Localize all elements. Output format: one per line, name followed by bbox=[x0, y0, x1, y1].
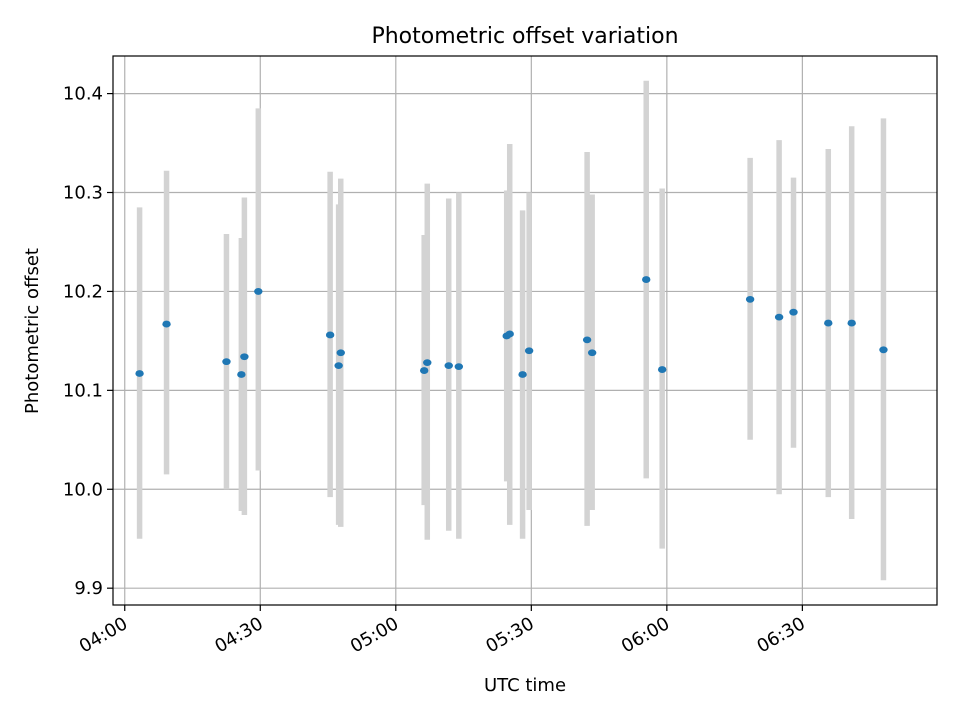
data-point bbox=[524, 347, 534, 355]
data-point bbox=[162, 320, 171, 328]
data-point bbox=[334, 362, 343, 370]
data-point bbox=[454, 363, 464, 371]
y-tick-label: 9.9 bbox=[74, 578, 103, 599]
data-point bbox=[240, 353, 249, 361]
data-point bbox=[587, 349, 597, 357]
data-point bbox=[325, 331, 335, 339]
y-tick-label: 10.2 bbox=[63, 281, 103, 302]
data-point bbox=[642, 276, 651, 283]
data-point bbox=[135, 370, 144, 377]
data-point bbox=[879, 346, 888, 354]
x-tick-label: 05:30 bbox=[482, 613, 537, 657]
data-point bbox=[254, 288, 263, 295]
y-tick-label: 10.1 bbox=[63, 380, 103, 401]
x-tick-label: 04:00 bbox=[76, 613, 131, 657]
y-axis: 9.9 10.0 10.1 10.2 10.3 10.4 bbox=[63, 84, 113, 599]
x-tick-label: 05:00 bbox=[347, 613, 402, 657]
data-point bbox=[657, 366, 667, 373]
data-point bbox=[237, 371, 246, 378]
data-points bbox=[135, 276, 888, 378]
x-axis-label: UTC time bbox=[484, 675, 566, 696]
data-point bbox=[505, 330, 514, 338]
data-point bbox=[419, 367, 429, 374]
chart-title: Photometric offset variation bbox=[371, 24, 678, 49]
data-point bbox=[774, 313, 784, 321]
error-bars bbox=[136, 80, 887, 581]
y-tick-label: 10.0 bbox=[63, 479, 103, 500]
data-point bbox=[336, 349, 345, 357]
y-tick-label: 10.4 bbox=[63, 84, 103, 105]
data-point bbox=[824, 319, 833, 327]
x-tick-label: 06:30 bbox=[753, 613, 808, 657]
y-tick-label: 10.3 bbox=[63, 183, 103, 204]
data-point bbox=[518, 371, 527, 378]
x-tick-label: 04:30 bbox=[211, 613, 266, 657]
x-axis: 04:00 04:30 05:00 05:30 06:00 06:30 bbox=[76, 605, 809, 657]
x-tick-label: 06:00 bbox=[618, 613, 673, 657]
data-point bbox=[789, 308, 798, 316]
data-point bbox=[745, 295, 755, 303]
data-point bbox=[847, 319, 856, 327]
plot-frame bbox=[112, 55, 938, 606]
data-point bbox=[222, 358, 231, 366]
y-axis-label: Photometric offset bbox=[22, 248, 43, 414]
data-point bbox=[423, 359, 432, 367]
data-point bbox=[444, 362, 453, 370]
data-point bbox=[582, 336, 592, 344]
